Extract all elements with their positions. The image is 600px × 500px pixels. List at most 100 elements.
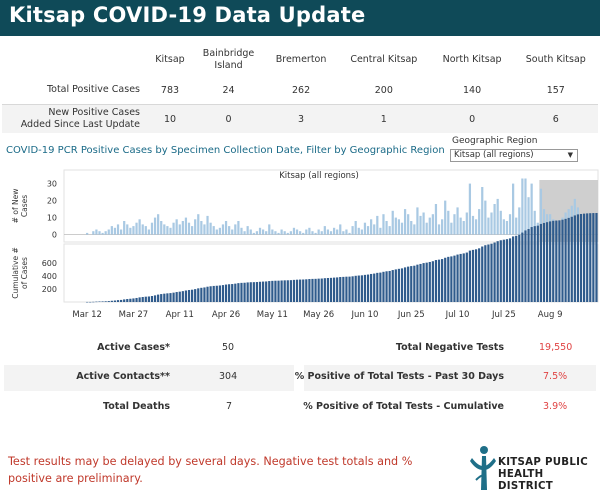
cumulative-bar xyxy=(221,285,225,302)
new-cases-bar xyxy=(92,231,95,235)
cumulative-bar xyxy=(323,278,326,302)
new-cases-bar xyxy=(299,231,302,235)
new-cases-bar xyxy=(403,209,407,235)
cumulative-bar xyxy=(89,301,92,303)
cumulative-bar xyxy=(570,216,573,302)
new-cases-bar xyxy=(237,221,240,235)
new-cases-bar xyxy=(465,212,468,235)
panel-title: Kitsap (all regions) xyxy=(279,171,359,181)
cumulative-bar xyxy=(478,248,481,302)
new-cases-bar xyxy=(357,227,360,235)
stat-row-percent-30-days xyxy=(304,365,596,391)
new-cases-bar xyxy=(116,224,120,235)
new-cases-bar xyxy=(261,229,265,235)
cumulative-bar xyxy=(407,266,410,302)
cumulative-bar xyxy=(564,218,567,302)
cumulative-bar xyxy=(129,298,132,302)
new-cases-bar xyxy=(348,232,351,235)
cumulative-bar xyxy=(160,294,163,302)
new-cases-bar xyxy=(524,178,527,235)
y-tick-label: 30 xyxy=(47,180,57,189)
new-cases-bar xyxy=(502,219,505,235)
chart-heading: COVID-19 PCR Positive Cases by Specimen … xyxy=(6,145,445,156)
cumulative-bar xyxy=(521,232,524,302)
cumulative-bar xyxy=(141,296,144,302)
cumulative-bar xyxy=(163,293,166,302)
cumulative-bar xyxy=(135,297,138,302)
new-cases-bar xyxy=(160,221,163,235)
new-cases-bar xyxy=(305,229,308,235)
header-bar: Kitsap COVID-19 Data Update xyxy=(0,0,600,36)
new-cases-bar xyxy=(320,231,323,235)
x-tick-label: Jul 10 xyxy=(445,310,470,320)
cumulative-bar xyxy=(549,221,552,302)
cumulative-bar xyxy=(468,250,472,302)
x-tick-label: Apr 26 xyxy=(212,310,240,320)
cumulative-bar xyxy=(400,268,404,302)
cumulative-bar xyxy=(499,240,502,302)
cumulative-bar xyxy=(487,244,490,302)
stat-label: % Positive of Total Tests - Past 30 Days xyxy=(294,371,504,382)
new-cases-bar xyxy=(153,217,157,235)
new-cases-bar xyxy=(200,221,203,235)
new-cases-bar xyxy=(397,219,401,235)
new-cases-bar xyxy=(274,231,277,235)
cumulative-bar xyxy=(490,243,493,302)
cumulative-bar xyxy=(326,277,330,302)
new-cases-bar xyxy=(317,229,320,235)
table-cell: 0 xyxy=(192,104,266,133)
cumulative-bar xyxy=(586,213,589,302)
new-cases-bar xyxy=(228,226,231,235)
col-head-bainbridge: Bainbridge Island xyxy=(202,48,255,71)
cumulative-bar xyxy=(110,300,113,302)
cumulative-bar xyxy=(379,272,382,302)
cumulative-bar xyxy=(339,277,342,302)
cumulative-bar xyxy=(422,263,425,302)
new-cases-bar xyxy=(332,227,336,235)
cumulative-bar xyxy=(524,230,527,302)
cumulative-bar xyxy=(545,222,549,302)
cumulative-bar xyxy=(258,281,262,302)
axis-label-line: of Cases xyxy=(20,257,29,289)
select-value: Kitsap (all regions) xyxy=(454,150,534,160)
x-tick-label: Apr 11 xyxy=(166,310,194,320)
cumulative-bar xyxy=(184,290,188,302)
cumulative-bar xyxy=(243,282,246,302)
new-cases-bar xyxy=(292,227,296,235)
new-cases-bar xyxy=(373,224,376,235)
cumulative-bar xyxy=(265,281,268,302)
x-tick-label: Mar 12 xyxy=(72,310,102,320)
cumulative-bar xyxy=(505,239,509,302)
row-label: New Positive Cases Added Since Last Updat… xyxy=(2,104,148,133)
cumulative-bar xyxy=(289,280,292,302)
cumulative-bar xyxy=(385,271,388,302)
new-cases-bar xyxy=(218,227,221,235)
summary-header-row: Kitsap Bainbridge Island Bremerton Centra… xyxy=(2,44,598,76)
new-cases-bar xyxy=(187,222,191,235)
cumulative-bar xyxy=(187,290,191,302)
col-head-south-kitsap: South Kitsap xyxy=(525,54,586,65)
new-cases-bar xyxy=(280,229,283,235)
new-cases-bar xyxy=(326,229,330,235)
cumulative-bar xyxy=(314,278,317,302)
axis-label-line: Cases xyxy=(20,195,29,217)
new-cases-bar xyxy=(314,232,317,235)
cumulative-bar xyxy=(357,275,360,302)
geographic-region-select[interactable]: Kitsap (all regions) ▼ xyxy=(450,149,578,162)
cumulative-bar xyxy=(332,277,336,302)
cumulative-bar xyxy=(92,301,95,303)
cumulative-bar xyxy=(240,282,243,302)
new-cases-bar xyxy=(450,222,453,235)
new-cases-bar xyxy=(434,204,438,235)
cumulative-bar xyxy=(175,292,178,302)
table-cell: 140 xyxy=(430,76,514,105)
new-cases-bar xyxy=(539,188,543,235)
new-cases-bar xyxy=(391,210,394,235)
cumulative-bar xyxy=(283,280,286,302)
new-cases-bar xyxy=(181,221,184,235)
cumulative-bar xyxy=(178,291,181,302)
new-cases-bar xyxy=(166,226,169,235)
new-cases-bar xyxy=(499,210,502,235)
cumulative-bar xyxy=(444,257,447,302)
new-cases-bar xyxy=(302,232,305,235)
